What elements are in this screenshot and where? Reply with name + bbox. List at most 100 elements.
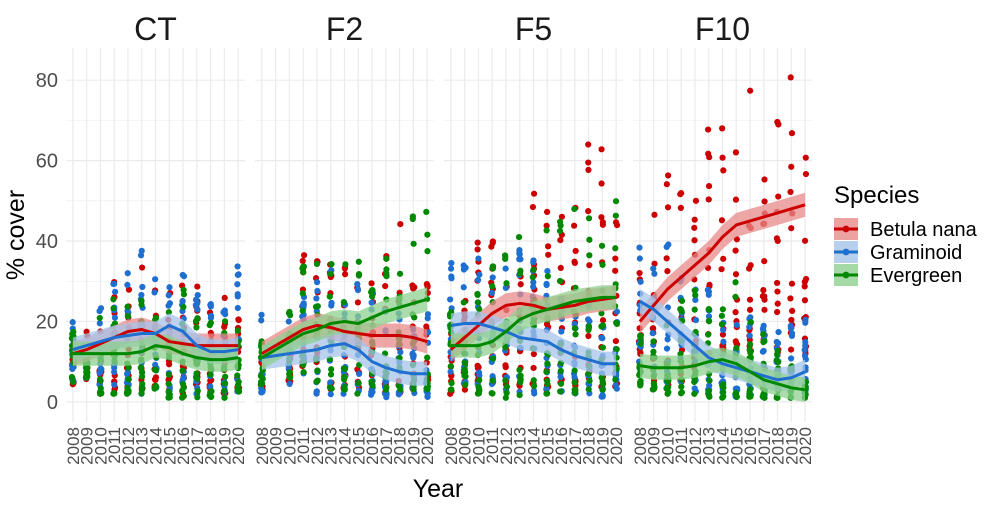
data-point [383,255,390,262]
data-point [718,312,726,319]
data-point [314,287,321,295]
data-point [355,380,362,387]
data-point [340,298,348,306]
data-point [502,284,509,291]
data-point [732,149,740,156]
legend-key-point [842,271,850,279]
data-point [692,292,699,299]
data-point [340,386,348,393]
data-point [543,368,550,375]
x-tick-label: 2010 [91,427,110,465]
data-point [718,321,726,328]
data-point [354,299,362,306]
data-point [474,246,481,253]
data-point [530,364,537,372]
data-point [543,222,550,229]
data-point [598,214,605,221]
data-point [759,348,767,355]
data-point [68,373,76,381]
data-point [557,380,565,387]
trend-line [261,342,428,376]
data-point [300,369,307,376]
data-point [221,307,228,314]
data-point [663,255,670,262]
data-point [503,389,510,397]
data-point [556,277,564,285]
data-point [530,350,537,358]
data-point [139,380,146,388]
data-point [775,358,782,366]
facet-title: F10 [695,11,750,47]
data-point [719,306,726,313]
data-point [557,388,564,395]
data-point [194,315,201,322]
x-tick-label: 2015 [727,427,746,465]
data-point [462,264,469,271]
data-point [258,389,265,396]
data-point [474,276,482,284]
data-point [761,306,768,313]
data-point [585,141,592,148]
data-point [585,370,592,377]
data-point [761,394,768,401]
data-point [234,385,241,393]
data-point [637,278,644,285]
data-point [761,258,768,265]
data-point [586,262,593,269]
data-point [70,328,77,336]
data-point [678,389,686,396]
data-point [746,265,753,272]
data-point [692,317,700,324]
data-point [558,328,565,335]
data-point [664,336,671,343]
data-point [151,289,158,296]
data-point [545,251,552,258]
data-point [515,233,523,241]
data-point [489,239,496,247]
data-point [125,376,132,383]
data-point [586,318,593,325]
data-point [802,170,810,178]
data-point [166,284,173,291]
data-point [234,271,241,279]
data-point [410,240,417,247]
data-point [530,190,538,197]
data-point [369,388,376,396]
data-point [585,332,592,340]
data-point [110,390,117,397]
x-tick-label: 2014 [525,427,544,465]
data-point [461,386,469,393]
data-point [544,208,551,216]
data-point [585,166,592,174]
data-point [585,159,592,166]
data-point [571,205,578,213]
data-point [286,380,293,387]
facet-panel-f5: F520082009201020112012201320142015201620… [442,11,626,465]
x-tick-label: 2008 [64,427,83,465]
data-point [787,295,794,302]
data-point [461,366,468,373]
data-point [123,370,131,378]
data-point [299,257,306,265]
data-point [732,271,740,278]
y-tick-label: 80 [36,70,58,92]
data-point [313,260,321,268]
data-point [517,256,524,263]
data-point [476,377,483,384]
data-point [474,290,481,298]
data-point [691,306,698,313]
data-point [598,323,605,330]
x-tick-label: 2016 [741,427,760,465]
data-point [110,305,117,312]
data-point [424,386,431,393]
data-point [192,302,199,309]
trend-line [450,321,617,366]
x-tick-label: 2019 [215,427,234,465]
y-tick-label: 40 [36,231,58,253]
data-point [123,389,131,396]
data-point [649,386,656,393]
data-point [207,312,215,320]
data-point [599,317,607,324]
data-point [585,386,592,393]
legend-key-point [842,225,850,233]
